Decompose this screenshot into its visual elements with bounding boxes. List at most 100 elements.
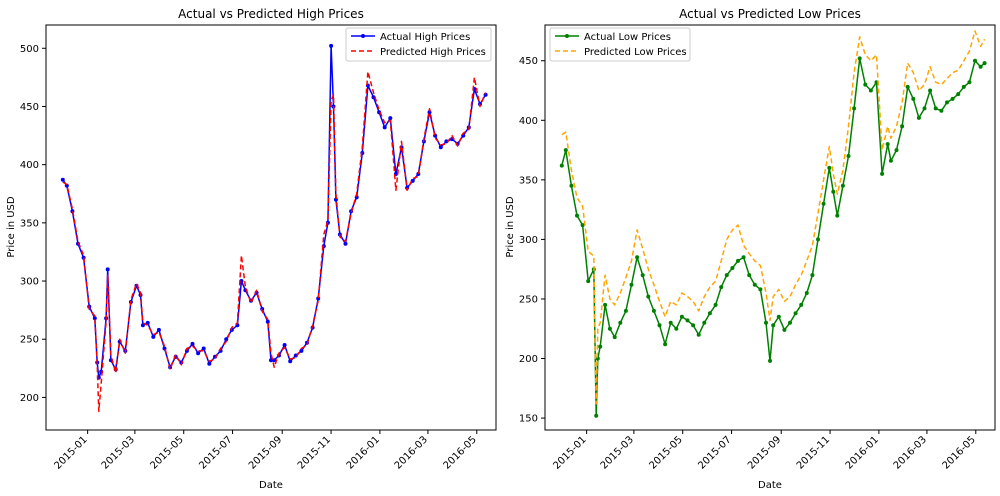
data-point-actual-low-prices: [916, 115, 921, 120]
y-axis-label: Price in USD: [505, 196, 516, 258]
data-point-actual-high-prices: [190, 341, 195, 346]
data-point-actual-low-prices: [868, 88, 873, 93]
data-point-actual-low-prices: [956, 92, 961, 97]
x-tick-label: 2015-03: [599, 434, 636, 471]
legend-label-predicted-high: Predicted High Prices: [380, 47, 486, 58]
y-axis: 200 250 300 350 400 450 500: [20, 44, 46, 404]
x-tick-label: 2015-03: [100, 434, 137, 471]
data-point-actual-high-prices: [288, 359, 293, 364]
data-point-actual-low-prices: [810, 273, 815, 278]
y-tick-label: 450: [519, 56, 538, 67]
data-point-actual-low-prices: [852, 106, 857, 111]
data-point-actual-low-prices: [623, 308, 628, 313]
y-tick-label: 250: [20, 335, 39, 346]
data-point-actual-low-prices: [831, 189, 836, 194]
legend-marker-actual-low: [565, 34, 569, 38]
legend-label-actual-low: Actual Low Prices: [584, 32, 671, 43]
data-point-actual-low-prices: [894, 148, 899, 153]
data-point-actual-low-prices: [586, 279, 591, 284]
data-point-actual-low-prices: [741, 255, 746, 260]
data-point-actual-low-prices: [905, 84, 910, 89]
data-point-actual-low-prices: [691, 323, 696, 328]
legend-label-actual-high: Actual High Prices: [380, 32, 470, 43]
y-tick-label: 400: [519, 116, 538, 127]
data-point-actual-high-prices: [282, 343, 287, 347]
y-tick-label: 500: [20, 44, 39, 55]
y-tick-label: 400: [20, 160, 39, 171]
data-point-actual-low-prices: [563, 148, 568, 153]
data-point-actual-low-prices: [821, 201, 826, 206]
data-point-actual-low-prices: [911, 96, 916, 101]
legend: Actual High Prices Predicted High Prices: [345, 27, 492, 62]
x-tick-label: 2015-07: [197, 434, 234, 471]
chart-low-prices: Actual vs Predicted Low Prices 150 200 250…: [505, 7, 996, 491]
legend: Actual Low Prices Predicted Low Prices: [549, 27, 691, 62]
data-point-actual-low-prices: [724, 273, 729, 278]
data-point-actual-high-prices: [382, 125, 387, 130]
data-point-actual-low-prices: [668, 320, 673, 325]
series-line-predicted-low-prices: [561, 30, 986, 405]
data-point-actual-high-prices: [224, 337, 229, 342]
data-point-actual-low-prices: [702, 320, 707, 325]
data-point-actual-low-prices: [612, 335, 617, 340]
y-tick-label: 350: [20, 218, 39, 229]
data-point-actual-low-prices: [939, 108, 944, 113]
series-line-actual-low-prices: [561, 57, 986, 417]
chart-title: Actual vs Predicted Low Prices: [679, 7, 861, 21]
x-axis-label: Date: [259, 480, 283, 491]
data-point-actual-low-prices: [569, 183, 574, 188]
data-point-actual-low-prices: [863, 82, 868, 87]
data-point-actual-low-prices: [768, 358, 772, 363]
data-point-actual-low-prices: [559, 163, 564, 168]
x-tick-label: 2015-01: [52, 434, 89, 471]
data-point-actual-high-prices: [60, 177, 65, 182]
data-point-actual-low-prices: [961, 84, 966, 89]
y-tick-label: 450: [20, 102, 39, 113]
data-point-actual-low-prices: [696, 332, 701, 337]
y-tick-label: 200: [20, 393, 39, 404]
data-point-actual-low-prices: [857, 56, 862, 61]
chart-title: Actual vs Predicted High Prices: [178, 7, 364, 21]
data-point-actual-high-prices: [388, 116, 393, 121]
y-tick-label: 300: [519, 235, 538, 246]
x-tick-label: 2016-05: [941, 434, 978, 471]
data-point-actual-low-prices: [736, 258, 740, 263]
x-tick-label: 2015-07: [696, 434, 733, 471]
x-axis: 2015-01 2015-03 2015-05 2015-07 2015-09 2015-…: [52, 430, 479, 472]
data-point-actual-low-prices: [752, 282, 757, 287]
series-line-predicted-high-prices: [62, 70, 487, 413]
data-point-actual-low-prices: [646, 294, 651, 299]
data-point-actual-low-prices: [799, 302, 804, 307]
x-axis: 2015-01 2015-03 2015-05 2015-07 2015-09 2015-…: [551, 430, 978, 472]
x-tick-label: 2016-03: [892, 434, 929, 471]
x-tick-label: 2016-03: [393, 434, 430, 471]
x-tick-label: 2016-01: [844, 434, 881, 471]
data-point-actual-high-prices: [92, 316, 97, 321]
data-point-actual-low-prices: [788, 320, 792, 325]
data-point-actual-high-prices: [201, 346, 206, 351]
data-point-actual-low-prices: [967, 80, 972, 85]
data-point-actual-low-prices: [598, 344, 603, 349]
data-point-actual-low-prices: [816, 237, 820, 242]
data-point-actual-low-prices: [945, 100, 949, 105]
data-point-actual-low-prices: [657, 323, 662, 328]
data-point-actual-low-prices: [674, 326, 679, 331]
data-point-actual-low-prices: [758, 287, 763, 292]
data-point-actual-low-prices: [685, 318, 690, 323]
data-point-actual-low-prices: [928, 88, 933, 93]
data-point-actual-high-prices: [145, 320, 150, 325]
x-tick-label: 2015-11: [296, 434, 333, 471]
x-axis-label: Date: [758, 480, 782, 491]
data-point-actual-high-prices: [371, 95, 376, 100]
data-point-actual-high-prices: [140, 323, 145, 328]
y-tick-label: 250: [519, 294, 538, 305]
data-point-actual-high-prices: [272, 358, 277, 363]
data-point-actual-low-prices: [782, 327, 787, 332]
x-tick-label: 2015-05: [149, 434, 186, 471]
series-line-actual-high-prices: [62, 45, 487, 379]
data-point-actual-low-prices: [603, 302, 608, 307]
data-point-actual-high-prices: [438, 145, 443, 150]
data-point-actual-high-prices: [329, 43, 334, 48]
data-point-actual-low-prices: [747, 273, 752, 278]
